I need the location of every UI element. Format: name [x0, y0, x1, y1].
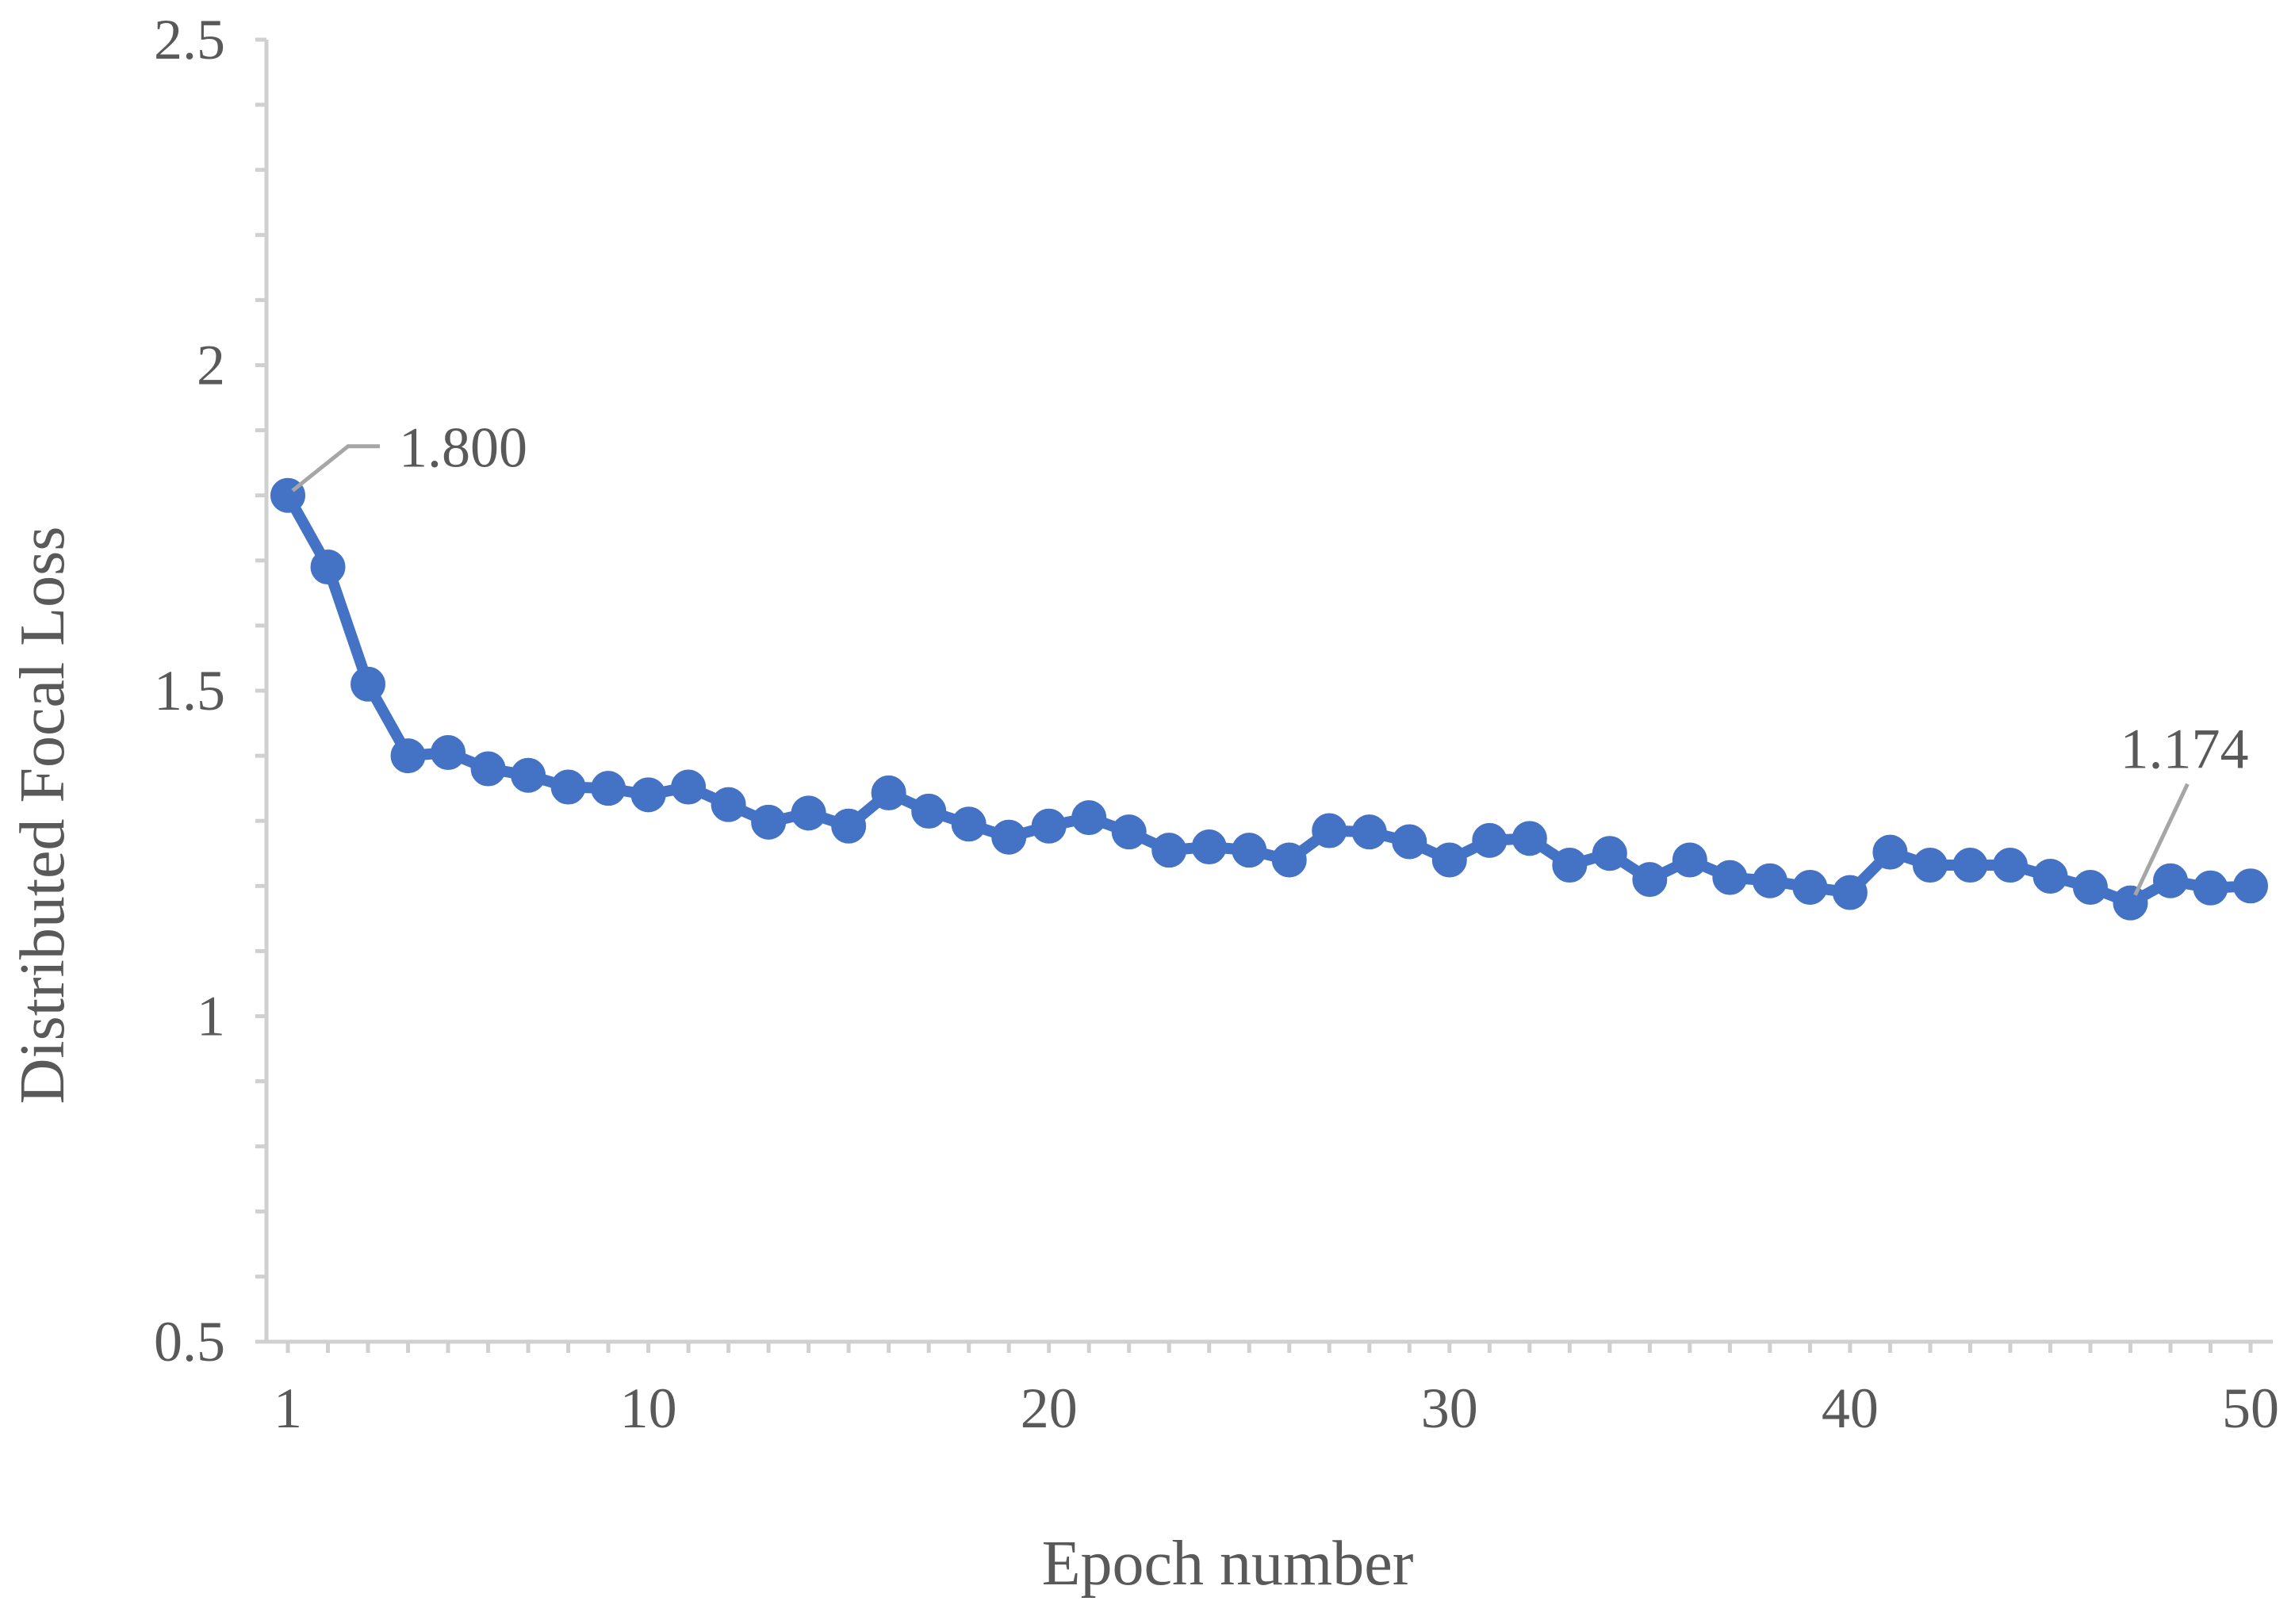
data-point: [1111, 814, 1147, 850]
y-tick-label: 0.5: [154, 1310, 225, 1373]
x-tick-label: 1: [274, 1377, 302, 1440]
data-point: [1752, 863, 1787, 898]
data-point: [751, 804, 787, 840]
y-tick-label: 1: [197, 985, 225, 1048]
y-tick-label: 1.5: [154, 659, 225, 722]
data-point: [630, 777, 666, 813]
data-point: [951, 806, 987, 842]
data-point: [1151, 833, 1187, 868]
annotation-leader: [291, 444, 380, 492]
data-point: [1472, 822, 1508, 858]
data-point: [1552, 848, 1588, 883]
x-tick-label: 10: [620, 1377, 677, 1440]
annotation-leader: [2133, 783, 2190, 896]
data-point: [2193, 870, 2228, 906]
data-point: [351, 666, 386, 702]
data-point: [2152, 863, 2188, 898]
data-point: [1312, 813, 1347, 848]
data-point: [1832, 875, 1868, 910]
data-point: [2033, 858, 2068, 894]
data-point: [711, 787, 746, 822]
data-point: [1592, 836, 1627, 871]
series-loss: [270, 477, 2268, 921]
data-point: [1632, 862, 1668, 898]
data-point: [1992, 848, 2028, 883]
data-point: [1351, 814, 1387, 850]
data-point: [550, 769, 586, 805]
data-point: [791, 795, 826, 831]
x-tick-label: 50: [2222, 1377, 2279, 1440]
data-point: [1271, 842, 1307, 878]
x-axis-title: Epoch number: [1042, 1529, 1414, 1599]
data-label: 1.800: [399, 416, 527, 480]
y-axis-title: Distributed Focal Loss: [8, 527, 78, 1105]
data-point: [871, 775, 906, 810]
data-point: [991, 819, 1027, 855]
data-point: [1912, 848, 1948, 883]
data-point: [1872, 834, 1908, 870]
data-point: [1712, 860, 1748, 895]
data-point: [1191, 829, 1227, 865]
data-point: [431, 734, 466, 770]
data-label: 1.174: [2120, 718, 2248, 781]
data-point: [1511, 821, 1547, 856]
x-axis: 1 10 20 30 40 50: [266, 1339, 2279, 1440]
data-point: [390, 738, 426, 774]
x-tick-label: 30: [1421, 1377, 1478, 1440]
data-point: [1232, 833, 1267, 868]
data-point: [1431, 842, 1467, 878]
x-tick-label: 40: [1822, 1377, 1879, 1440]
x-tick-label: 20: [1021, 1377, 1078, 1440]
data-point: [671, 769, 707, 805]
data-point: [911, 793, 947, 829]
y-tick-label: 2.5: [154, 8, 225, 71]
data-point: [1792, 869, 1828, 905]
data-point: [1392, 824, 1427, 860]
y-axis: 0.5 1 1.5 2 2.5: [154, 8, 269, 1373]
y-tick-label: 2: [197, 334, 225, 397]
data-point: [470, 751, 506, 787]
data-annotations: 1.800 1.174: [291, 416, 2248, 896]
data-point: [2113, 885, 2148, 921]
series-line: [282, 489, 2256, 909]
data-point: [2072, 869, 2108, 905]
data-point: [1031, 808, 1067, 844]
data-point: [1952, 848, 1988, 883]
data-point: [831, 808, 867, 844]
data-point: [511, 757, 546, 793]
data-point: [310, 550, 346, 585]
data-point: [1071, 800, 1107, 836]
data-point: [1672, 842, 1707, 878]
data-point: [2233, 868, 2268, 904]
data-point: [591, 771, 626, 806]
